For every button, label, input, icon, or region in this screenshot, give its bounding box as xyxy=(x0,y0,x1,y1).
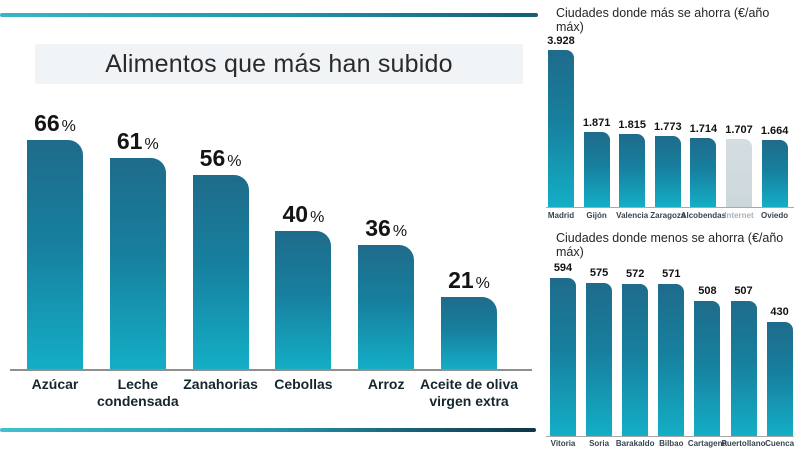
left-chart-title-band: Alimentos que más han subido xyxy=(35,44,523,84)
category-label-arroz: Arroz xyxy=(367,376,405,392)
value-label-vitoria: 594 xyxy=(553,261,573,274)
value-label-puertollano: 507 xyxy=(734,285,753,298)
category-label-gijon: Gijón xyxy=(586,211,607,220)
bar-valencia xyxy=(619,134,646,207)
bottom-divider-rule xyxy=(0,428,536,432)
percent-sign: % xyxy=(61,118,76,136)
bar-vitoria xyxy=(550,277,576,436)
value-label-internet: 1.707 xyxy=(725,123,753,136)
bar-puertollano xyxy=(730,301,757,436)
value-label-arroz: 36% xyxy=(365,214,408,241)
value-label-gijon: 1.871 xyxy=(582,117,611,130)
category-label-aceite-de-oliva-virgen-extra: Aceite de oliva virgen extra xyxy=(419,376,519,409)
percent-sign: % xyxy=(144,135,159,153)
category-label-madrid: Madrid xyxy=(547,211,575,220)
category-label-alcobendas: Alcobendas xyxy=(680,211,727,220)
bar-bilbao xyxy=(658,284,685,436)
bar-azucar xyxy=(27,140,83,370)
category-label-leche-condensada: Leche condensada xyxy=(96,376,179,409)
category-label-puertollano: Puertollano xyxy=(721,439,766,448)
category-label-internet: Internet xyxy=(724,211,754,220)
bar-zanahorias xyxy=(192,175,249,370)
category-label-barakaldo: Barakaldo xyxy=(615,439,655,448)
value-label-oviedo: 1.664 xyxy=(760,125,789,138)
value-label-zanahorias: 56% xyxy=(199,145,242,172)
left-chart-x-axis-line xyxy=(10,369,532,371)
value-label-cartagena: 508 xyxy=(698,284,717,297)
bar-cartagena xyxy=(694,300,721,436)
bar-cuenca xyxy=(766,321,793,436)
category-label-valencia: Valencia xyxy=(616,211,649,220)
bar-barakaldo xyxy=(622,283,649,436)
value-label-alcobendas: 1.714 xyxy=(689,123,718,136)
value-label-aceite-de-oliva-virgen-extra: 21% xyxy=(448,266,490,293)
category-label-oviedo: Oviedo xyxy=(761,211,789,220)
bar-aceite-de-oliva-virgen-extra xyxy=(441,296,497,370)
value-label-leche-condensada: 61% xyxy=(116,127,159,154)
value-label-cuenca: 430 xyxy=(770,305,789,318)
category-label-azucar: Azúcar xyxy=(31,376,79,392)
bar-arroz xyxy=(358,244,415,370)
category-label-cuenca: Cuenca xyxy=(765,439,795,448)
value-label-azucar: 66% xyxy=(34,110,76,137)
category-label-cartagena: Cartagena xyxy=(687,439,727,448)
savings-least-x-axis-line xyxy=(546,436,794,437)
category-label-cebollas: Cebollas xyxy=(274,376,333,392)
bar-gijon xyxy=(583,132,610,207)
percent-sign: % xyxy=(392,222,408,240)
bar-zaragoza xyxy=(654,136,681,207)
value-label-soria: 575 xyxy=(589,267,609,280)
category-label-bilbao: Bilbao xyxy=(659,439,684,448)
value-label-zaragoza: 1.773 xyxy=(654,121,682,134)
value-label-barakaldo: 572 xyxy=(626,267,645,280)
percent-sign: % xyxy=(310,208,325,226)
bar-alcobendas xyxy=(690,138,717,207)
top-divider-rule xyxy=(0,13,538,17)
bar-madrid xyxy=(548,49,574,207)
savings-most-chart-title: Ciudades donde más se ahorra (€/año máx) xyxy=(556,6,770,34)
bar-oviedo xyxy=(761,140,788,207)
savings-most-x-axis-line xyxy=(546,207,794,208)
category-label-zanahorias: Zanahorias xyxy=(183,376,258,392)
percent-sign: % xyxy=(475,274,490,292)
category-label-zaragoza: Zaragoza xyxy=(650,211,686,220)
value-label-bilbao: 571 xyxy=(662,268,681,281)
bar-internet xyxy=(726,138,752,207)
category-label-vitoria: Vitoria xyxy=(550,439,576,448)
value-label-cebollas: 40% xyxy=(282,200,325,227)
percent-sign: % xyxy=(227,153,242,171)
bar-soria xyxy=(586,283,613,436)
left-chart-title: Alimentos que más han subido xyxy=(105,49,453,78)
bar-cebollas xyxy=(275,230,332,370)
value-label-madrid: 3.928 xyxy=(547,34,575,47)
bar-leche-condensada xyxy=(109,157,166,370)
category-label-soria: Soria xyxy=(589,439,610,448)
value-label-valencia: 1.815 xyxy=(618,119,646,132)
savings-least-chart-title: Ciudades donde menos se ahorra (€/año má… xyxy=(556,231,784,259)
